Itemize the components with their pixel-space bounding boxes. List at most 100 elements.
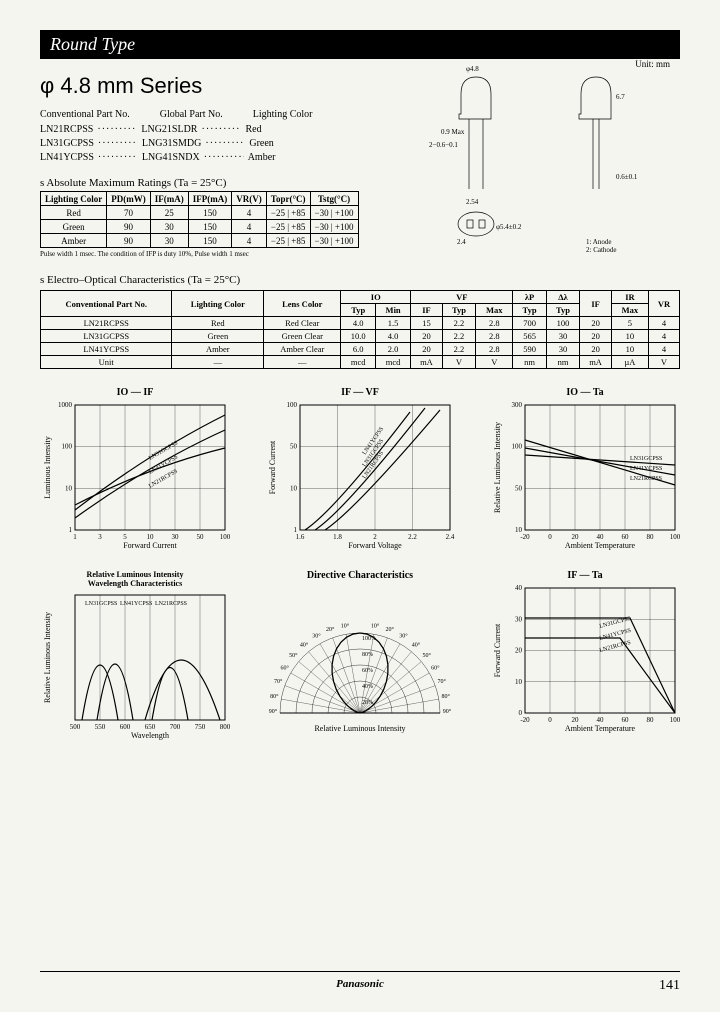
- dim-text: 2.4: [457, 238, 466, 246]
- svg-text:600: 600: [120, 723, 131, 731]
- chart-io-if: IO — IF 1351030501001101001000Forward Cu…: [40, 387, 230, 550]
- series-title: φ 4.8 mm Series: [40, 73, 411, 99]
- pin-legend: 2: Cathode: [586, 246, 617, 254]
- td: 565: [513, 330, 546, 343]
- th: Δλ: [546, 291, 579, 304]
- th: Min: [376, 304, 411, 317]
- td: Red Clear: [264, 317, 341, 330]
- td: 10: [611, 330, 648, 343]
- th: IF: [580, 291, 612, 317]
- part-row: LN41YCPSS··········· LNG41SNDX··········…: [40, 152, 411, 163]
- svg-text:Forward Voltage: Forward Voltage: [348, 541, 402, 550]
- svg-text:Wavelength: Wavelength: [131, 731, 169, 740]
- th: λP: [513, 291, 546, 304]
- dots: ···········: [98, 138, 138, 149]
- chart-title: Directive Characteristics: [265, 570, 455, 581]
- td: 25: [150, 206, 188, 220]
- part-row: LN21RCPSS··········· LNG21SLDR··········…: [40, 124, 411, 135]
- svg-text:20: 20: [515, 647, 523, 655]
- svg-text:1000: 1000: [58, 401, 73, 409]
- svg-text:50°: 50°: [289, 652, 298, 659]
- chart-directive: Directive Characteristics 20%40%60%80%10…: [265, 570, 455, 740]
- light-color: Red: [245, 124, 261, 135]
- th: Max: [476, 304, 513, 317]
- amr-table: Lighting ColorPD(mW)IF(mA)IFP(mA)VR(V)To…: [40, 191, 359, 248]
- th: Typ: [341, 304, 376, 317]
- td: 150: [188, 220, 232, 234]
- svg-text:20°: 20°: [326, 626, 335, 633]
- col-head: Global Part No.: [160, 109, 223, 120]
- td: 4: [648, 330, 679, 343]
- td: V: [442, 356, 475, 369]
- td: nm: [513, 356, 546, 369]
- svg-text:700: 700: [170, 723, 181, 731]
- dots: ···········: [201, 124, 241, 135]
- td: Green: [172, 330, 264, 343]
- svg-text:30°: 30°: [312, 633, 321, 640]
- global-part: LNG31SMDG: [142, 138, 201, 149]
- unit-label: Unit: mm: [635, 59, 670, 69]
- svg-text:60: 60: [622, 716, 630, 724]
- td: Green: [41, 220, 107, 234]
- chart-title: IF — Ta: [490, 570, 680, 581]
- td: −25 | +85: [266, 206, 310, 220]
- th: Topr(°C): [266, 192, 310, 206]
- td: 30: [150, 234, 188, 248]
- td: 10: [611, 343, 648, 356]
- td: −30 | +100: [310, 234, 358, 248]
- conv-part: LN21RCPSS: [40, 124, 93, 135]
- td: Unit: [41, 356, 172, 369]
- svg-text:3: 3: [98, 533, 102, 541]
- dim-text: 2−0.6−0.1: [429, 141, 458, 149]
- svg-text:100: 100: [287, 401, 298, 409]
- td: 4: [232, 220, 267, 234]
- conv-part: LN41YCPSS: [40, 152, 94, 163]
- td: 100: [546, 317, 579, 330]
- svg-text:1: 1: [69, 526, 73, 534]
- th: IR: [611, 291, 648, 304]
- td: mA: [580, 356, 612, 369]
- chart-io-ta: IO — Ta -200204060801001050100300Ambient…: [490, 387, 680, 550]
- td: 4: [648, 317, 679, 330]
- svg-text:100: 100: [62, 443, 73, 451]
- chart-if-vf: IF — VF 1.61.822.22.411050100Forward Vol…: [265, 387, 455, 550]
- td: 2.8: [476, 330, 513, 343]
- td: —: [264, 356, 341, 369]
- svg-text:60°: 60°: [431, 665, 440, 672]
- td: Red: [172, 317, 264, 330]
- chart-title: IO — IF: [40, 387, 230, 398]
- chart-title: IO — Ta: [490, 387, 680, 398]
- svg-text:1.8: 1.8: [333, 533, 342, 541]
- svg-text:-20: -20: [520, 533, 530, 541]
- svg-text:100: 100: [512, 443, 523, 451]
- td: 70: [107, 206, 151, 220]
- svg-text:Ambient Temperature: Ambient Temperature: [565, 541, 636, 550]
- th: PD(mW): [107, 192, 151, 206]
- td: −30 | +100: [310, 220, 358, 234]
- dim-text: 0.9 Max: [441, 128, 465, 136]
- td: 4: [648, 343, 679, 356]
- td: 10.0: [341, 330, 376, 343]
- dim-text: 2.54: [466, 198, 479, 206]
- dim-text: φ4.8: [466, 65, 479, 73]
- svg-text:60: 60: [622, 533, 630, 541]
- td: 4: [232, 234, 267, 248]
- svg-text:10: 10: [147, 533, 155, 541]
- td: mcd: [376, 356, 411, 369]
- td: 4.0: [376, 330, 411, 343]
- svg-text:20: 20: [572, 716, 580, 724]
- td: −30 | +100: [310, 206, 358, 220]
- svg-text:20: 20: [572, 533, 580, 541]
- svg-text:10: 10: [515, 526, 523, 534]
- td: 150: [188, 234, 232, 248]
- td: V: [648, 356, 679, 369]
- td: 30: [150, 220, 188, 234]
- svg-text:30: 30: [172, 533, 180, 541]
- svg-text:Forward Current: Forward Current: [268, 440, 277, 494]
- svg-text:80%: 80%: [362, 652, 373, 658]
- svg-text:10°: 10°: [371, 622, 380, 629]
- td: 1.5: [376, 317, 411, 330]
- td: 2.8: [476, 317, 513, 330]
- svg-text:90°: 90°: [443, 708, 452, 715]
- svg-text:10°: 10°: [341, 622, 350, 629]
